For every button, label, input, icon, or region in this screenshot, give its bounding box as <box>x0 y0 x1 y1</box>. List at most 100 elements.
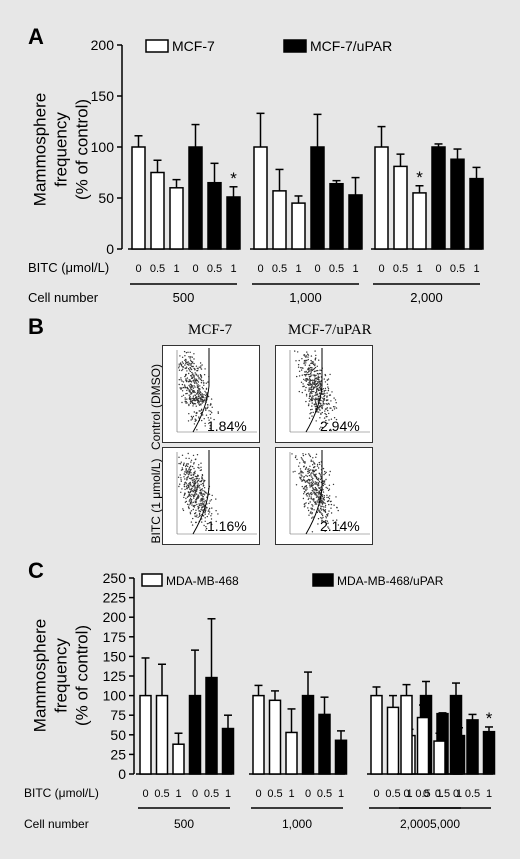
flow-event-dot <box>197 466 199 469</box>
flow-event-dot <box>323 403 325 405</box>
panel-c-bitc-dose-label: 1 <box>456 788 462 800</box>
flow-event-dot <box>188 500 190 502</box>
flow-event-dot <box>309 479 311 481</box>
panel-a-legend-label: MCF-7/uPAR <box>310 38 392 54</box>
panel-c-bitc-row-label: BITC (μmol/L) <box>24 786 99 800</box>
flow-event-dot <box>300 367 302 369</box>
flow-event-dot <box>303 479 305 482</box>
flow-event-dot <box>195 393 198 395</box>
flow-event-dot <box>181 356 184 358</box>
flow-event-dot <box>200 500 203 502</box>
flow-event-dot <box>197 400 199 402</box>
flow-event-dot <box>309 465 311 467</box>
flow-event-dot <box>207 406 209 408</box>
flow-event-dot <box>209 500 211 502</box>
flow-event-dot <box>191 479 193 481</box>
flow-event-dot <box>318 359 320 361</box>
flow-event-dot <box>309 373 311 376</box>
flow-event-dot <box>322 520 325 523</box>
flow-event-dot <box>203 524 205 527</box>
flow-event-dot <box>195 378 198 380</box>
flow-event-dot <box>326 487 329 489</box>
flow-event-dot <box>182 386 185 389</box>
flow-event-dot <box>191 418 193 420</box>
panel-a-cell-number-label: 2,000 <box>410 290 443 305</box>
flow-event-dot <box>326 403 328 406</box>
flow-event-dot <box>178 383 180 386</box>
flow-event-dot <box>311 507 313 510</box>
flow-event-dot <box>203 418 205 420</box>
flow-event-dot <box>317 467 320 469</box>
flow-event-dot <box>184 375 186 378</box>
flow-event-dot <box>204 510 206 513</box>
flow-event-dot <box>198 515 201 517</box>
flow-event-dot <box>192 473 194 475</box>
flow-event-dot <box>211 513 213 515</box>
flow-event-dot <box>327 389 330 392</box>
flow-event-dot <box>326 520 329 522</box>
flow-event-dot <box>196 481 198 483</box>
panel-c-bitc-dose-label: 0 <box>403 788 409 800</box>
flow-event-dot <box>301 458 303 460</box>
flow-event-dot <box>309 380 311 382</box>
flow-event-dot <box>308 395 311 398</box>
flow-event-dot <box>198 503 200 505</box>
flow-event-dot <box>181 488 183 490</box>
flow-event-dot <box>308 454 311 456</box>
flow-event-dot <box>327 386 329 388</box>
flow-event-dot <box>312 464 314 466</box>
panel-a-bitc-dose-label: 0 <box>257 263 263 275</box>
flow-event-dot <box>185 366 188 368</box>
flow-event-dot <box>310 359 312 362</box>
flow-event-dot <box>307 509 310 512</box>
flow-event-dot <box>197 390 199 392</box>
flow-event-dot <box>314 366 317 369</box>
flow-event-dot <box>310 472 313 474</box>
flow-event-dot <box>186 478 188 480</box>
flow-event-dot <box>312 481 315 483</box>
flow-event-dot <box>180 480 182 482</box>
flow-event-dot <box>325 524 327 526</box>
flow-event-dot <box>191 417 193 419</box>
flow-percentage-mcf7-control: 1.84% <box>207 418 247 434</box>
flow-event-dot <box>325 471 327 474</box>
flow-event-dot <box>201 394 203 396</box>
flow-event-dot <box>307 356 309 358</box>
flow-event-dot <box>194 489 196 492</box>
flow-event-dot <box>297 351 299 353</box>
flow-event-dot <box>203 505 205 507</box>
flow-event-dot <box>199 393 201 396</box>
panel-c-bitc-dose-label: 0.5 <box>385 788 400 800</box>
flow-event-dot <box>303 354 305 356</box>
flow-event-dot <box>185 373 187 376</box>
flow-event-dot <box>182 366 185 368</box>
panel-a-cell-number-row-label: Cell number <box>28 290 99 305</box>
flow-event-dot <box>191 392 193 394</box>
flow-event-dot <box>186 398 188 400</box>
flow-event-dot <box>201 503 203 505</box>
flow-event-dot <box>208 507 211 510</box>
flow-event-dot <box>324 412 326 415</box>
flow-event-dot <box>318 510 320 512</box>
flow-event-dot <box>306 488 308 490</box>
flow-event-dot <box>323 399 326 401</box>
flow-event-dot <box>189 379 191 381</box>
flow-event-dot <box>314 501 316 503</box>
flow-event-dot <box>316 393 319 395</box>
flow-event-dot <box>185 352 188 354</box>
flow-event-dot <box>189 499 191 501</box>
flow-event-dot <box>307 470 309 473</box>
flow-event-dot <box>318 392 321 394</box>
flow-event-dot <box>215 498 217 500</box>
flow-event-dot <box>310 390 313 392</box>
flow-event-dot <box>307 498 309 501</box>
flow-event-dot <box>314 489 316 491</box>
flow-event-dot <box>325 486 327 489</box>
flow-event-dot <box>199 487 201 489</box>
flow-event-dot <box>200 505 202 507</box>
flow-event-dot <box>204 492 206 494</box>
flow-event-dot <box>313 374 315 376</box>
flow-event-dot <box>312 368 315 371</box>
flow-event-dot <box>306 359 308 362</box>
flow-event-dot <box>206 393 208 395</box>
